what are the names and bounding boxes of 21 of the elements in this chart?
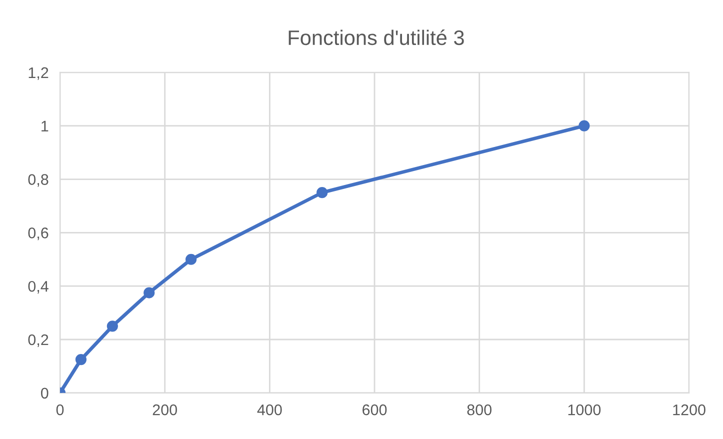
y-tick-label: 0,8 [28, 174, 48, 187]
x-tick-label: 600 [362, 404, 387, 416]
x-tick-label: 1200 [673, 404, 706, 416]
x-tick-label: 800 [467, 404, 492, 416]
point [578, 120, 590, 132]
y-tick-label: 0,6 [28, 228, 48, 240]
chart-title: Fonctions d'utilité 3 [288, 30, 464, 46]
point [106, 320, 118, 332]
point [144, 287, 155, 298]
y-tick-label: 0,2 [28, 334, 48, 347]
x-tick-label: 0 [56, 404, 64, 416]
y-tick-label: 0 [41, 388, 48, 399]
y-tick-label: 1 [42, 120, 48, 132]
point [185, 254, 197, 265]
x-tick-label: 400 [257, 404, 282, 416]
x-tick-label: 200 [152, 404, 177, 416]
point [75, 354, 87, 366]
x-tick-label: 1000 [568, 404, 601, 416]
y-tick-label: 1,2 [28, 67, 48, 80]
y-tick-label: 0,4 [28, 280, 48, 294]
point [316, 187, 328, 198]
